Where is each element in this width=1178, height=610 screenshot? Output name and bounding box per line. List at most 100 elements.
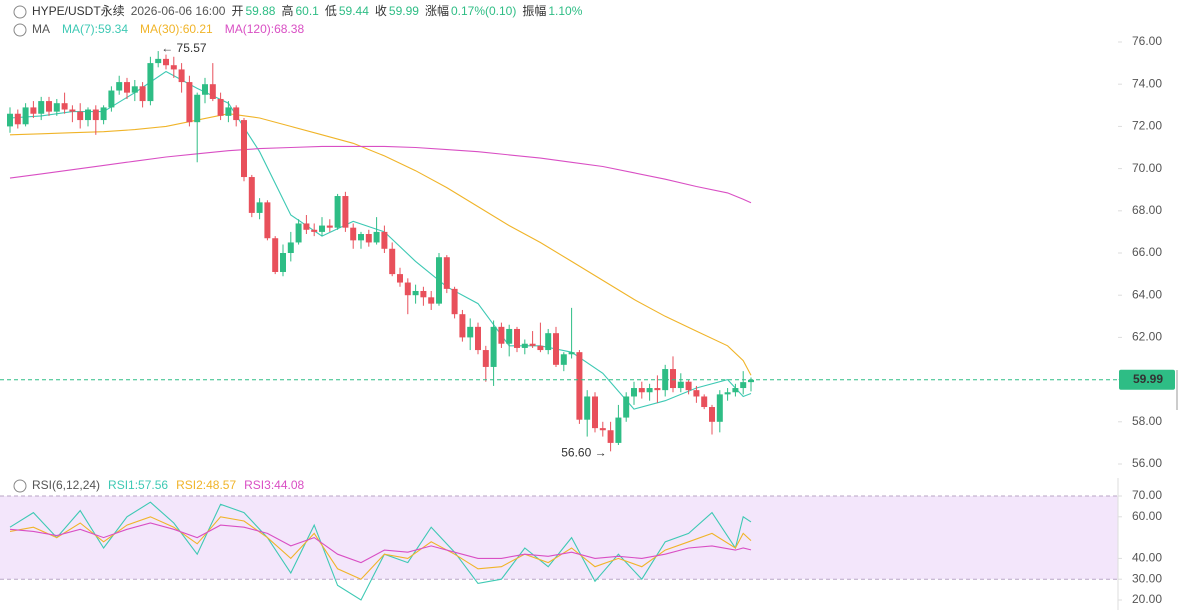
candle-body (475, 326, 481, 351)
candle-body (326, 225, 333, 228)
candle-body (46, 101, 52, 112)
candle-body (217, 98, 224, 116)
candle-body (186, 82, 193, 123)
candle-body (61, 103, 68, 110)
high-annotation: ← 75.57 (161, 41, 207, 55)
rsi-band (0, 496, 1118, 580)
candle-body (38, 101, 45, 114)
header-row: RSI(6,12,24) RSI1:57.56 RSI2:48.57 RSI3:44.… (32, 478, 305, 492)
collapse-icon[interactable] (13, 5, 27, 19)
candle-body (241, 120, 247, 178)
candle-body (568, 352, 575, 355)
candle-body (100, 107, 107, 121)
candle-body (498, 326, 505, 344)
candle-body (404, 282, 411, 296)
change-value: 0.17%(0.10) (451, 4, 516, 18)
candle-body (553, 333, 559, 365)
header-row: MA MA(7):59.34 MA(30):60.21 MA(120):68.38 (32, 22, 304, 36)
candle-body (397, 274, 403, 283)
candle-body (537, 345, 544, 351)
y-tick-label: 62.00 (1132, 330, 1162, 344)
legend-entry: RSI3:44.08 (244, 478, 304, 492)
candle-body (256, 202, 263, 213)
candle-body (381, 231, 388, 249)
candle-body (7, 113, 13, 127)
candle-body (670, 369, 676, 389)
ohlc-value: 60.1 (296, 4, 320, 18)
candle-body (311, 229, 318, 232)
header-row: HYPE/USDT永续 2026-06-06 16:00 开 59.88 高 60.1 低 5… (32, 3, 583, 18)
candle-body (131, 86, 138, 93)
legend-entry: MA(30):60.21 (140, 22, 213, 36)
candle-body (303, 223, 310, 230)
candle-body (490, 326, 497, 367)
y-tick-label: 76.00 (1132, 34, 1162, 48)
candle-body (560, 354, 567, 365)
collapse-icon[interactable] (13, 479, 27, 493)
y-tick-label: 66.00 (1132, 245, 1162, 259)
candle-body (545, 333, 552, 351)
scroll-handle[interactable] (1176, 370, 1178, 410)
legend-entry: MA(7):59.34 (62, 22, 128, 36)
indicator-line (9, 501, 752, 601)
candle-body (108, 90, 115, 108)
rsi-tick-label: 70.00 (1132, 488, 1162, 502)
time: 2026-06-06 16:00 (131, 4, 226, 18)
y-tick-label: 72.00 (1132, 119, 1162, 133)
symbol: HYPE/USDT永续 (32, 4, 125, 18)
rsi-tick-label: 40.00 (1132, 551, 1162, 565)
candle-body (685, 381, 692, 391)
candle-body (30, 107, 37, 114)
candle-body (607, 430, 614, 443)
candle-body (69, 109, 76, 112)
candle-body (334, 196, 341, 228)
candle-body (693, 390, 700, 397)
candle-body (272, 238, 279, 272)
candle-body (615, 417, 622, 443)
candle-body (85, 109, 91, 121)
candle-body (716, 394, 723, 422)
candle-body (459, 314, 466, 338)
candle-body (584, 396, 591, 420)
ohlc-label: 高 (281, 3, 293, 18)
candle-body (638, 388, 645, 393)
last-price-tag (1119, 369, 1175, 390)
candle-body (124, 82, 130, 93)
ohlc-value: 59.88 (245, 4, 275, 18)
y-tick-label: 70.00 (1132, 161, 1162, 175)
candle-body (147, 63, 154, 102)
candle-body (529, 343, 536, 346)
candle-body (116, 82, 123, 91)
candle-body (732, 388, 739, 393)
candle-body (436, 257, 442, 304)
candle-body (677, 381, 684, 389)
candle-body (14, 113, 21, 125)
candle-body (443, 257, 450, 289)
candle-body (514, 328, 520, 348)
candle-body (389, 248, 396, 275)
candle-body (233, 107, 240, 121)
candle-body (287, 242, 294, 253)
candle-body (248, 177, 255, 213)
candle-body (209, 84, 216, 99)
rsi-tick-label: 20.00 (1132, 592, 1162, 606)
candle-body (646, 388, 653, 393)
candle-body (295, 223, 302, 243)
change-label: 涨幅 (425, 3, 449, 18)
candle-body (280, 253, 286, 272)
candle-body (155, 58, 162, 64)
candle-body (163, 58, 169, 66)
candle-body (342, 196, 349, 228)
collapse-icon[interactable] (13, 23, 27, 37)
amplitude-value: 1.10% (548, 4, 582, 18)
candle-body (451, 288, 458, 315)
candle-body (178, 69, 185, 83)
candle-body (482, 350, 489, 367)
legend-entry: RSI1:57.56 (108, 478, 168, 492)
candle-body (22, 107, 29, 125)
candle-body (365, 234, 372, 243)
last-price-label: 59.99 (1133, 372, 1163, 386)
legend-entry: MA(120):68.38 (225, 22, 305, 36)
candle-body (740, 382, 747, 389)
candle-body (576, 352, 583, 420)
